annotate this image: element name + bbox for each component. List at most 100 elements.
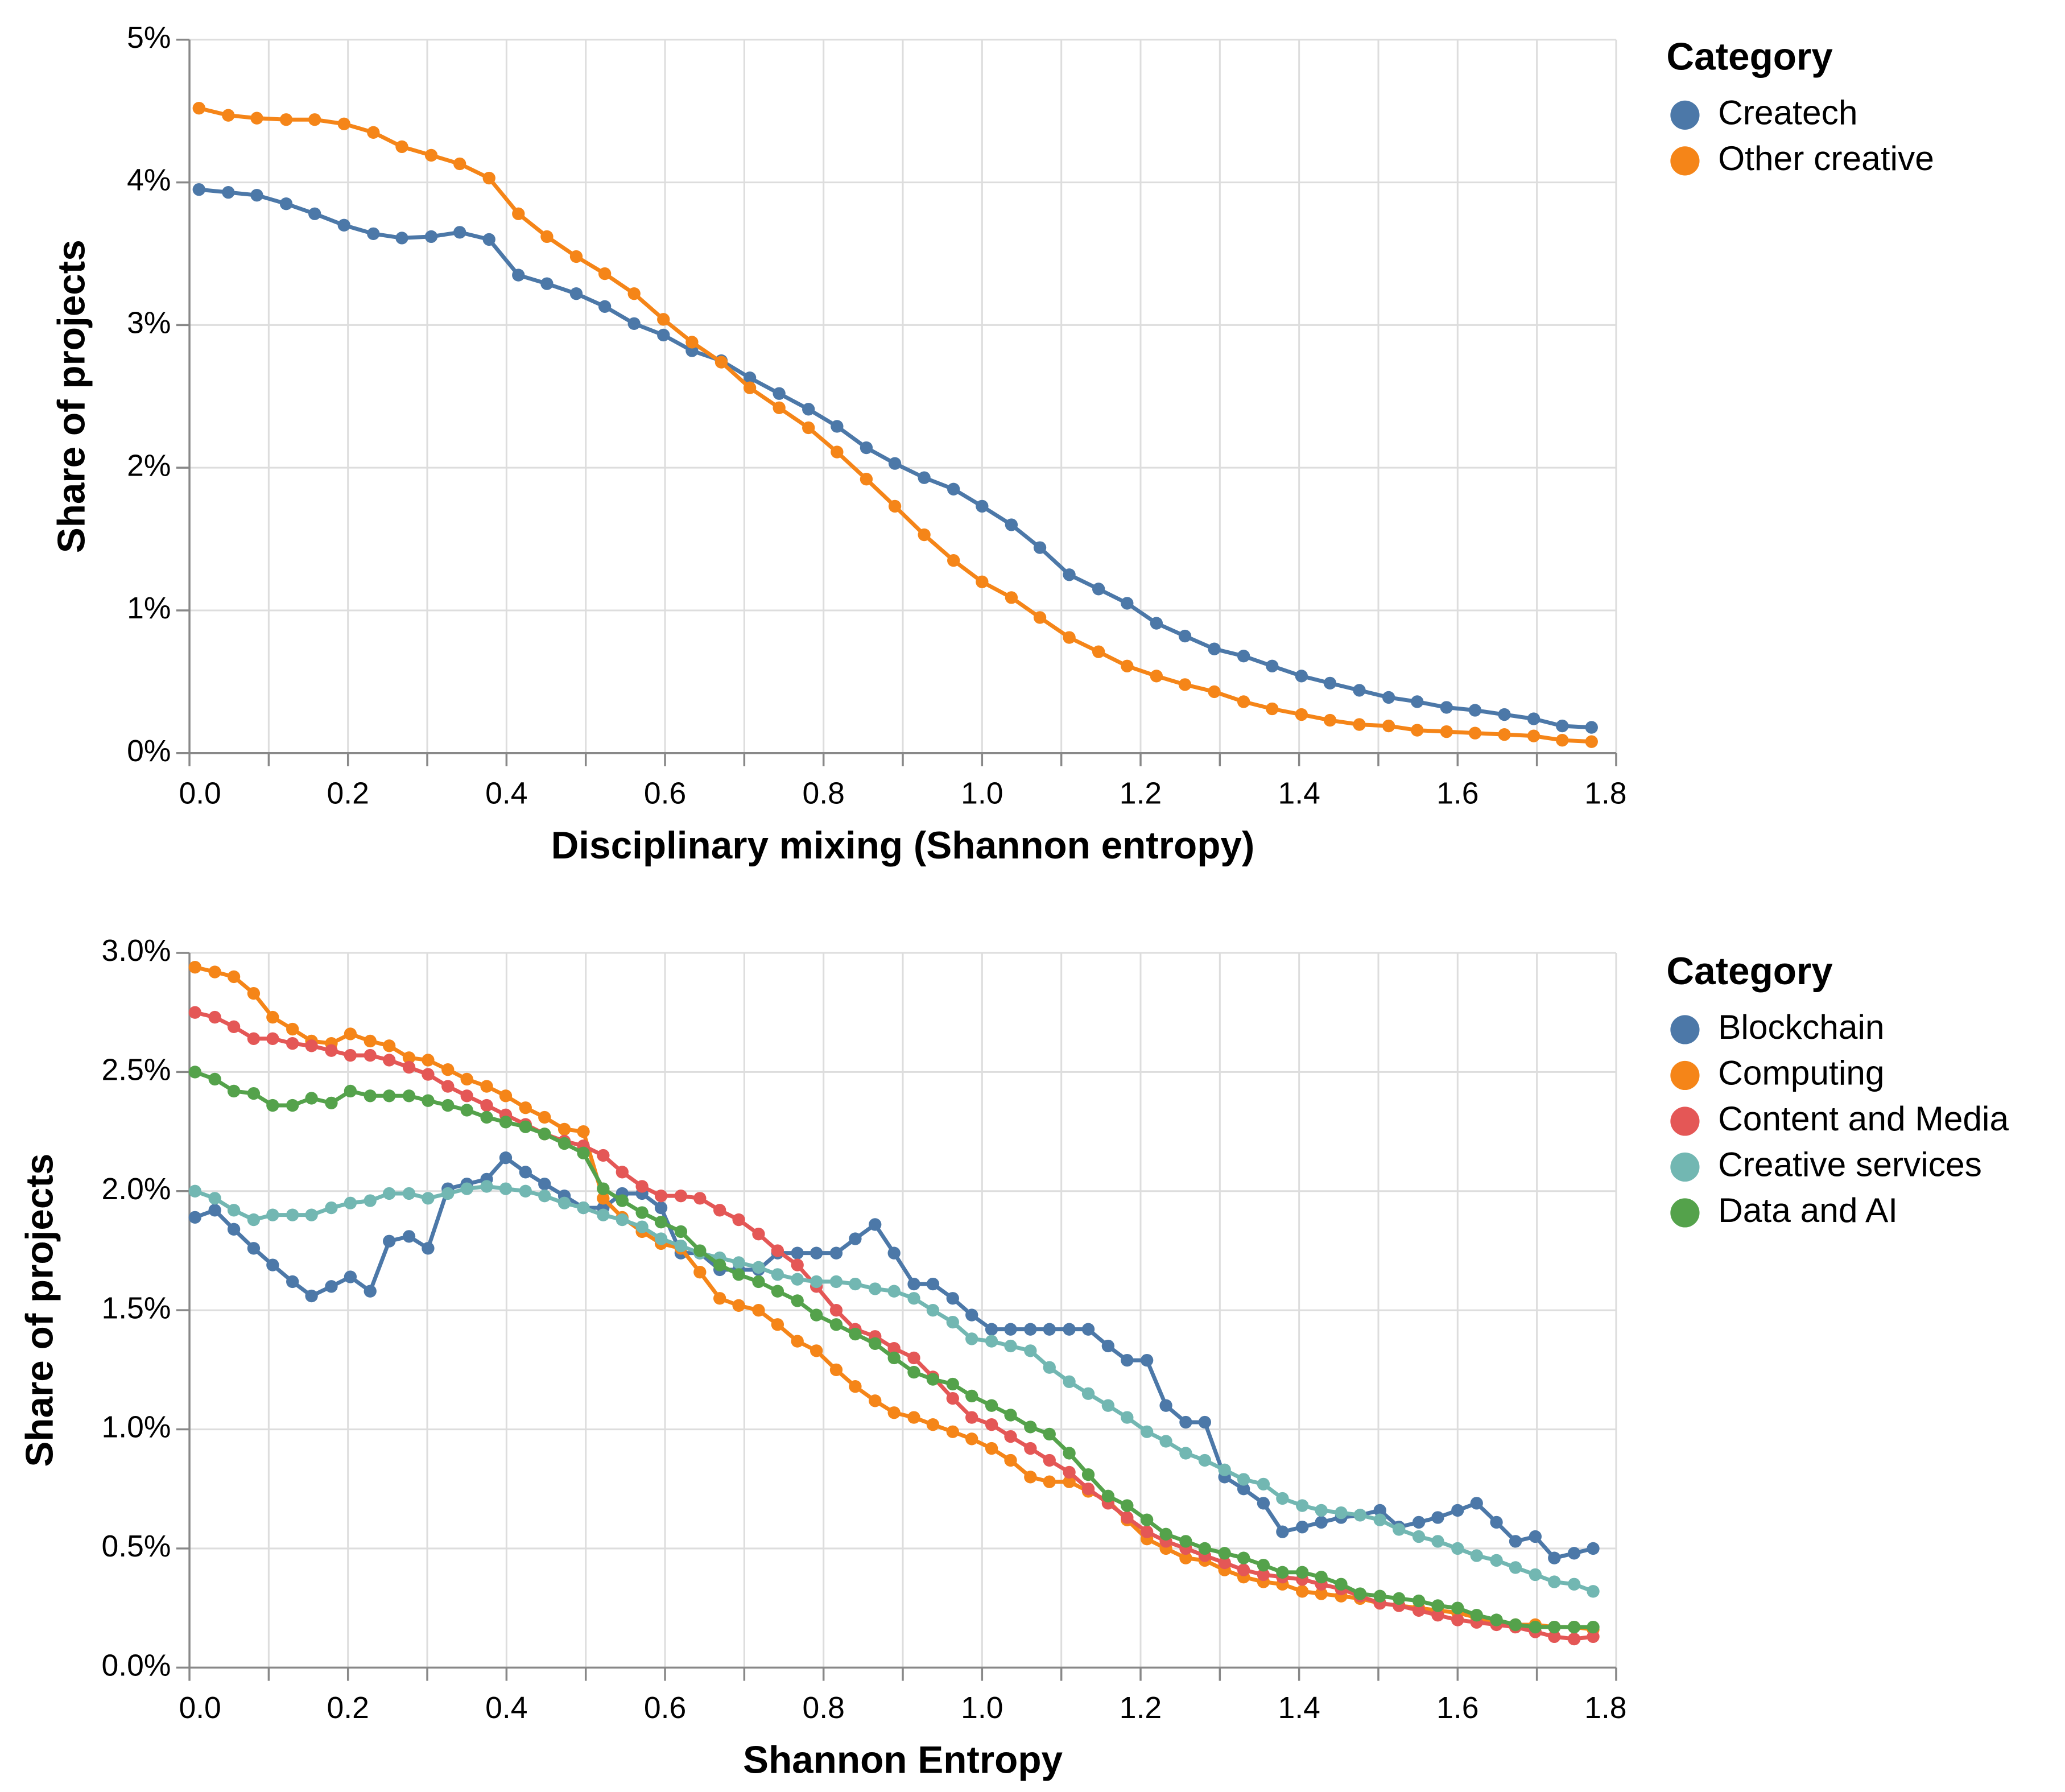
- series-point: [1393, 1523, 1406, 1536]
- series-point: [598, 267, 612, 280]
- series-point: [829, 1275, 843, 1289]
- y-tick-label: 0.5%: [102, 1530, 171, 1563]
- series-point: [1208, 642, 1221, 655]
- series-point: [1198, 1415, 1212, 1429]
- series-point: [188, 1184, 201, 1198]
- series-point: [499, 1089, 513, 1103]
- series-point: [188, 1211, 201, 1224]
- series-point: [1101, 1399, 1115, 1412]
- series-point: [402, 1230, 416, 1243]
- series-point: [1159, 1527, 1172, 1541]
- series-point: [1179, 1415, 1192, 1429]
- series-point: [1159, 1435, 1172, 1448]
- series-point: [985, 1323, 998, 1336]
- series-point: [1140, 1425, 1154, 1438]
- x-tick-label: 0.0: [179, 777, 221, 810]
- series-point: [1063, 1323, 1076, 1336]
- series-point: [693, 1244, 707, 1257]
- series-point: [1043, 1475, 1056, 1488]
- series-point: [1257, 1568, 1270, 1582]
- series-point: [1412, 1516, 1426, 1529]
- series-point: [188, 1066, 201, 1079]
- series-point: [1150, 617, 1163, 630]
- series-point: [869, 1394, 882, 1407]
- series-point: [1043, 1454, 1056, 1467]
- series-point: [1411, 695, 1424, 708]
- series-point: [635, 1206, 649, 1219]
- legend-label: Blockchain: [1718, 1008, 1884, 1046]
- x-tick-label: 0.4: [485, 777, 527, 810]
- series-point: [1451, 1613, 1464, 1626]
- series-point: [732, 1213, 745, 1227]
- series-point: [519, 1166, 532, 1179]
- series-point: [888, 457, 902, 470]
- series-point: [1295, 670, 1308, 683]
- series-point: [946, 1315, 959, 1329]
- series-point: [1121, 1511, 1134, 1524]
- series-point: [1024, 1344, 1037, 1357]
- series-point: [512, 269, 525, 282]
- series-point: [1382, 691, 1395, 704]
- series-point: [266, 1032, 279, 1045]
- series-point: [1490, 1554, 1503, 1567]
- series-point: [616, 1194, 629, 1207]
- series-point: [1373, 1504, 1386, 1517]
- series-point: [1468, 704, 1482, 717]
- series-point: [597, 1192, 610, 1205]
- series-point: [965, 1389, 978, 1403]
- x-tick-label: 1.6: [1436, 1691, 1478, 1725]
- series-point: [208, 1072, 221, 1086]
- series-point: [344, 1048, 357, 1062]
- series-point: [1296, 1566, 1309, 1579]
- series-point: [810, 1344, 823, 1357]
- series-point: [907, 1411, 920, 1424]
- series-point: [849, 1232, 862, 1245]
- series-point: [598, 300, 612, 313]
- series-point: [1218, 1556, 1231, 1570]
- series-point: [266, 1258, 279, 1271]
- series-point: [1063, 568, 1076, 581]
- series-point: [286, 1275, 299, 1289]
- series-point: [1150, 670, 1163, 683]
- series-point: [1179, 1551, 1192, 1564]
- series-point: [1296, 1585, 1309, 1598]
- series-point: [538, 1110, 551, 1124]
- series-point: [1470, 1497, 1483, 1510]
- series-point: [946, 1425, 959, 1438]
- series-point: [1567, 1632, 1581, 1646]
- series-point: [791, 1335, 804, 1348]
- series-point: [453, 226, 466, 239]
- series-point: [1315, 1504, 1328, 1517]
- series-point: [654, 1216, 668, 1229]
- series-point: [557, 1122, 571, 1136]
- series-point: [1033, 611, 1047, 624]
- series-point: [976, 499, 989, 513]
- series-point: [713, 1292, 726, 1305]
- series-point: [569, 250, 583, 263]
- series-point: [849, 1277, 862, 1291]
- series-point: [1024, 1471, 1037, 1484]
- legend-swatch: [1670, 1015, 1700, 1044]
- series-point: [577, 1201, 590, 1215]
- series-point: [926, 1418, 940, 1431]
- series-point: [743, 371, 757, 385]
- series-point: [597, 1182, 610, 1195]
- series-point: [918, 528, 931, 542]
- series-point: [907, 1292, 920, 1305]
- series-point: [460, 1089, 473, 1103]
- series-point: [1498, 728, 1511, 741]
- series-point: [802, 421, 815, 435]
- legend-label: Content and Media: [1718, 1099, 2009, 1138]
- series-point: [382, 1234, 396, 1248]
- series-point: [860, 473, 873, 486]
- series-point: [1004, 1339, 1017, 1353]
- series-point: [627, 287, 641, 300]
- series-point: [1431, 1535, 1444, 1548]
- series-point: [308, 207, 321, 220]
- x-tick-label: 1.2: [1120, 1691, 1162, 1725]
- series-point: [887, 1351, 901, 1365]
- series-point: [657, 328, 670, 342]
- series-point: [1412, 1604, 1426, 1617]
- series-point: [985, 1399, 998, 1412]
- series-point: [569, 287, 583, 300]
